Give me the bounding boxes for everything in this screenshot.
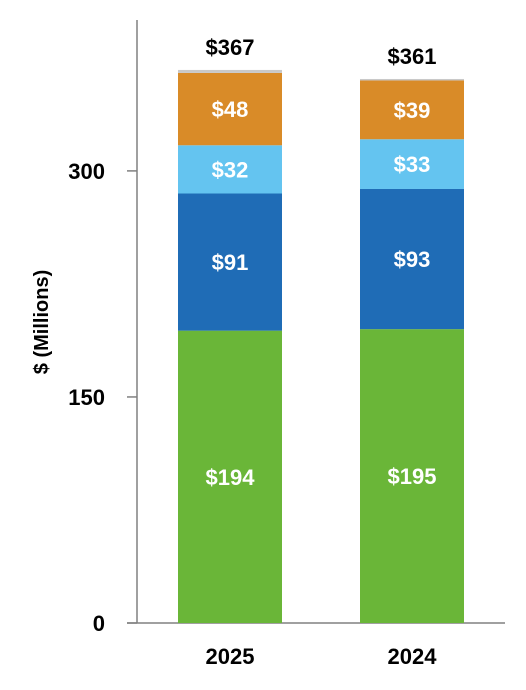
bar-segment: [178, 72, 282, 146]
bars: [178, 69, 464, 623]
y-ticks: 0 150 300: [68, 159, 137, 636]
bar-segment: [360, 329, 464, 623]
bar-segment: [360, 80, 464, 140]
segment-value-label: $194: [206, 465, 256, 490]
segment-value-label: $91: [212, 250, 249, 275]
x-category-label: 2025: [206, 644, 255, 669]
total-value-label: $367: [206, 35, 255, 60]
segment-value-label: $93: [394, 247, 431, 272]
labels: $194 $91 $32 $48 $367 2025 $195 $93 $33 $39 $361 20…: [206, 35, 438, 669]
segment-value-label: $195: [388, 464, 437, 489]
total-value-label: $361: [388, 44, 437, 69]
segment-value-label: $39: [394, 98, 431, 123]
segment-value-label: $33: [394, 152, 431, 177]
bar-segment: [178, 193, 282, 331]
bar-segment: [360, 188, 464, 330]
x-category-label: 2024: [388, 644, 438, 669]
bar-segment: [178, 69, 282, 73]
y-axis-title: $ (Millions): [31, 270, 53, 374]
bar-segment: [178, 330, 282, 623]
y-tick-label: 150: [68, 385, 105, 410]
bar-segment: [360, 78, 464, 81]
y-tick-label: 300: [68, 159, 105, 184]
y-tick-label: 0: [93, 611, 105, 636]
segment-value-label: $32: [212, 157, 249, 182]
bar-segment: [360, 139, 464, 189]
bar-segment: [178, 145, 282, 194]
segment-value-label: $48: [212, 97, 249, 122]
